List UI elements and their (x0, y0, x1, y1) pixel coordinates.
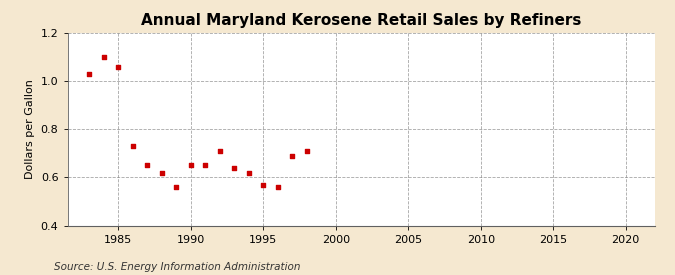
Point (244, 170, 254, 175)
Point (258, 182, 269, 187)
Text: Source: U.S. Energy Information Administration: Source: U.S. Energy Information Administ… (54, 262, 300, 272)
Point (128, 144, 138, 148)
Point (301, 149, 312, 153)
Point (215, 149, 225, 153)
Point (99, 55, 109, 59)
Point (200, 163, 211, 167)
Y-axis label: Dollars per Gallon: Dollars per Gallon (25, 79, 35, 179)
Point (287, 153, 298, 158)
Point (157, 170, 167, 175)
Title: Annual Maryland Kerosene Retail Sales by Refiners: Annual Maryland Kerosene Retail Sales by… (141, 13, 581, 28)
Point (142, 163, 153, 167)
Point (229, 166, 240, 170)
Point (171, 185, 182, 189)
Point (272, 185, 283, 189)
Point (186, 163, 196, 167)
Point (84, 72, 95, 76)
Point (113, 65, 124, 69)
